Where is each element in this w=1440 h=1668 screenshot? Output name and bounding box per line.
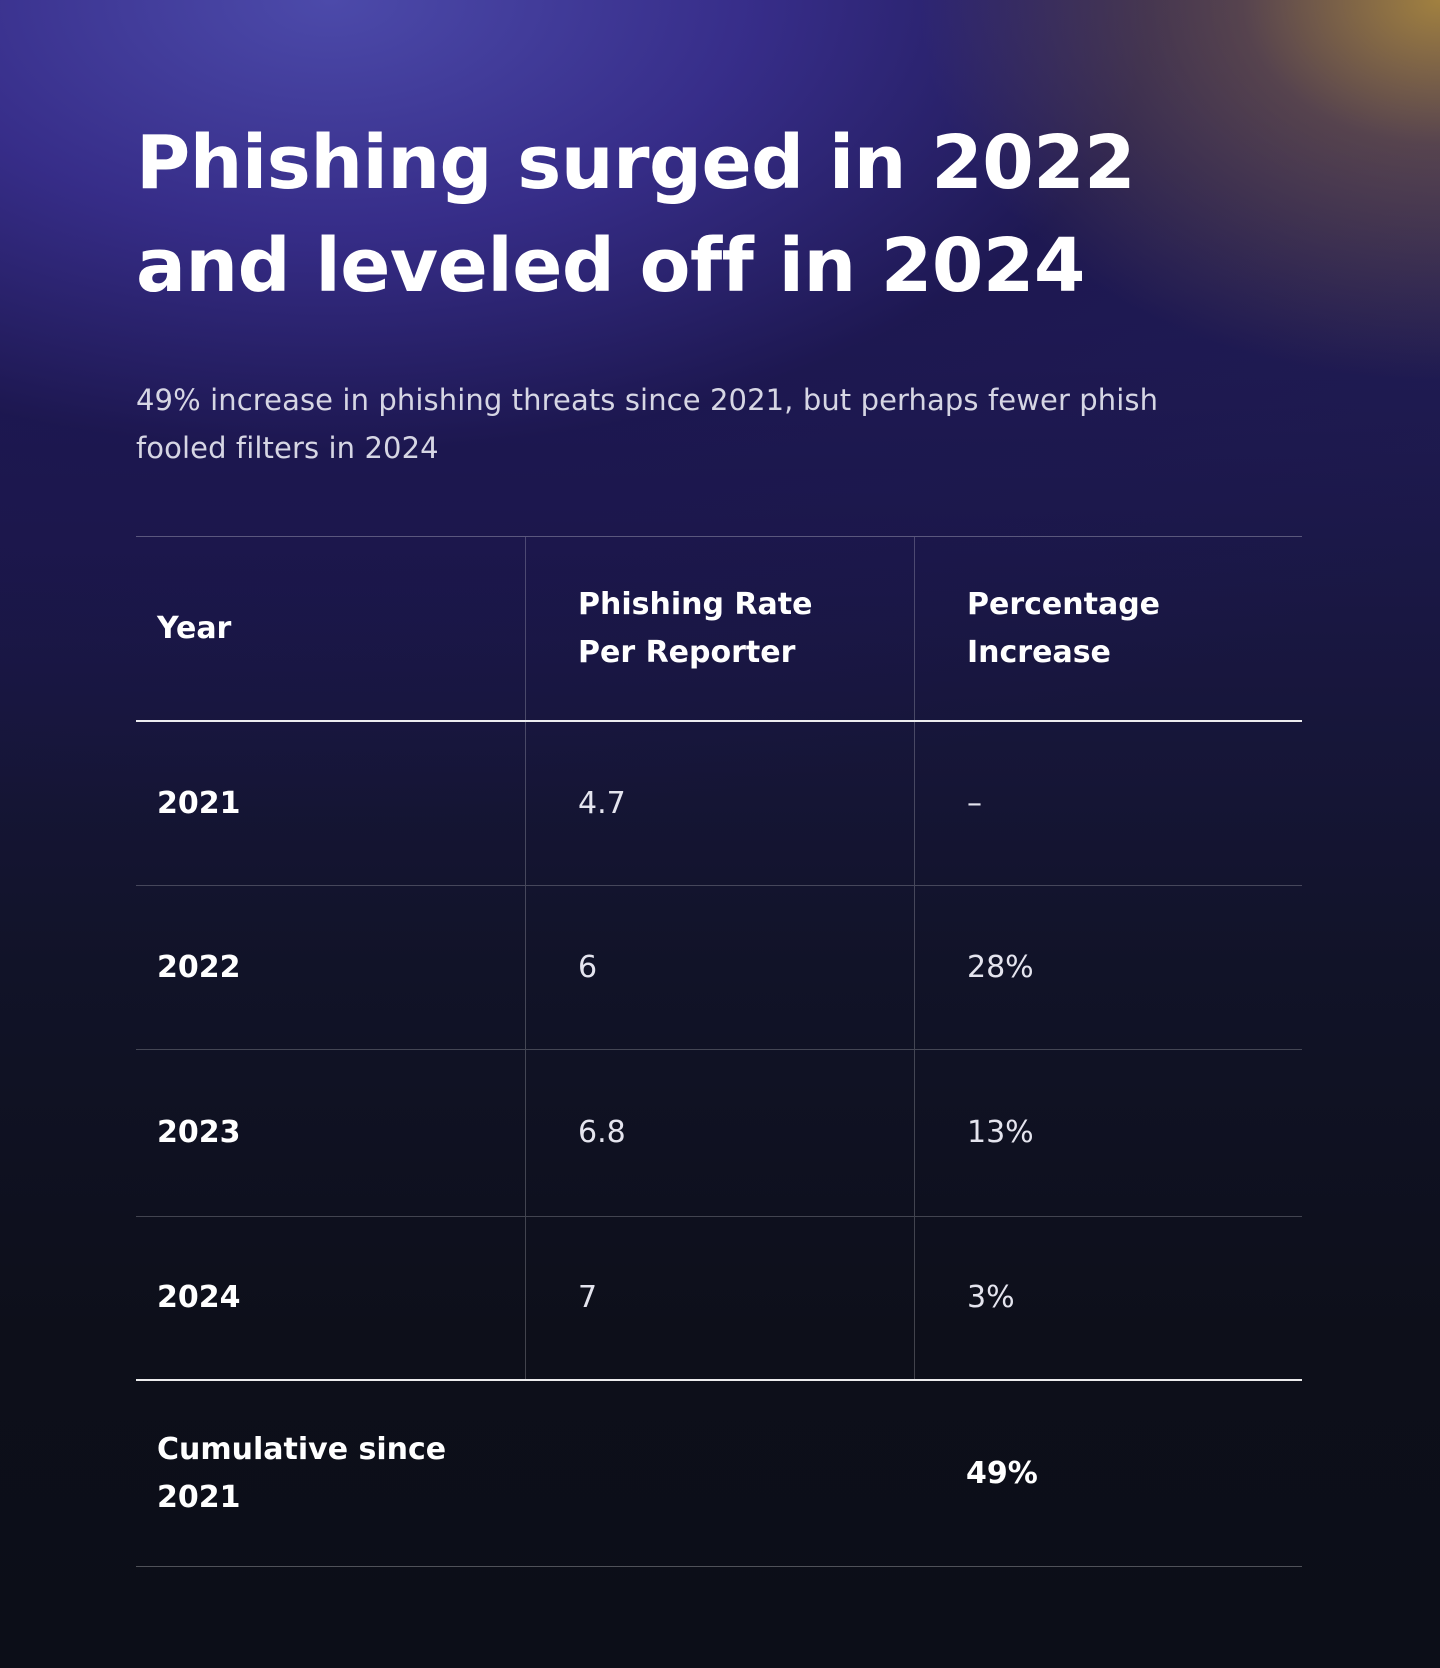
- header-rate-line-1: Phishing Rate: [578, 586, 813, 622]
- cell-rate: 7: [525, 1217, 914, 1379]
- header-year-label: Year: [157, 610, 232, 646]
- table-header-row: Year Phishing Rate Per Reporter Percenta…: [136, 537, 1302, 722]
- footer-increase: 49%: [966, 1455, 1038, 1491]
- table-row: 2022 6 28%: [136, 886, 1302, 1050]
- cell-rate: 6: [525, 886, 914, 1049]
- cell-year: 2022: [157, 949, 241, 985]
- table-row: 2023 6.8 13%: [136, 1050, 1302, 1217]
- cell-increase: 13%: [914, 1050, 1302, 1216]
- header-phishing-rate: Phishing Rate Per Reporter: [525, 537, 914, 720]
- footer-label-line-1: Cumulative since: [157, 1431, 447, 1467]
- cell-increase: –: [914, 722, 1302, 885]
- header-rate-line-2: Per Reporter: [578, 634, 796, 670]
- table-row: 2021 4.7 –: [136, 722, 1302, 886]
- cell-year: 2021: [157, 785, 241, 821]
- page-title: Phishing surged in 2022 and leveled off …: [136, 112, 1302, 318]
- cell-increase: 28%: [914, 886, 1302, 1049]
- header-increase-line-1: Percentage: [967, 586, 1161, 622]
- page-subtitle: 49% increase in phishing threats since 2…: [136, 376, 1302, 472]
- phishing-table: Year Phishing Rate Per Reporter Percenta…: [136, 536, 1302, 1567]
- subtitle-line-1: 49% increase in phishing threats since 2…: [136, 383, 1159, 417]
- table-footer-row: Cumulative since 2021 49%: [136, 1381, 1302, 1566]
- footer-label: Cumulative since 2021: [136, 1381, 525, 1566]
- cell-year: 2024: [157, 1280, 241, 1315]
- cell-rate: 4.7: [525, 722, 914, 885]
- cell-year: 2023: [157, 1115, 241, 1150]
- header-year: Year: [136, 537, 525, 720]
- cell-rate: 6.8: [525, 1050, 914, 1216]
- header-percentage-increase: Percentage Increase: [914, 537, 1302, 720]
- table-row: 2024 7 3%: [136, 1217, 1302, 1381]
- cell-increase: 3%: [914, 1217, 1302, 1379]
- footer-rate: [525, 1381, 914, 1566]
- title-line-2: and leveled off in 2024: [136, 223, 1085, 309]
- title-line-1: Phishing surged in 2022: [136, 120, 1136, 206]
- footer-label-line-2: 2021: [157, 1479, 241, 1515]
- header-increase-line-2: Increase: [967, 634, 1111, 670]
- subtitle-line-2: fooled filters in 2024: [136, 431, 439, 465]
